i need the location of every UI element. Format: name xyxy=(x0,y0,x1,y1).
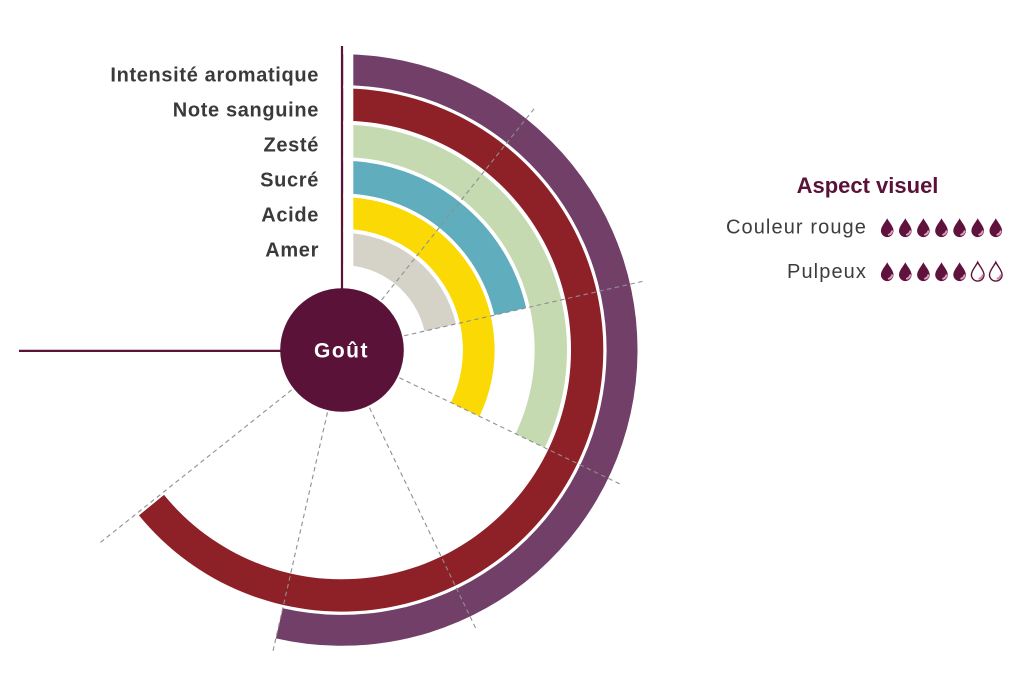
svg-text:Couleur rouge: Couleur rouge xyxy=(726,217,867,239)
svg-text:Amer: Amer xyxy=(265,239,319,261)
svg-text:Aspect visuel: Aspect visuel xyxy=(797,173,939,198)
svg-text:Sucré: Sucré xyxy=(260,169,319,191)
svg-text:Goût: Goût xyxy=(314,340,369,363)
svg-text:Note sanguine: Note sanguine xyxy=(173,99,319,121)
svg-text:Pulpeux: Pulpeux xyxy=(787,261,867,283)
svg-text:Acide: Acide xyxy=(261,204,319,226)
svg-text:Zesté: Zesté xyxy=(264,134,320,156)
svg-text:Intensité aromatique: Intensité aromatique xyxy=(110,64,319,86)
